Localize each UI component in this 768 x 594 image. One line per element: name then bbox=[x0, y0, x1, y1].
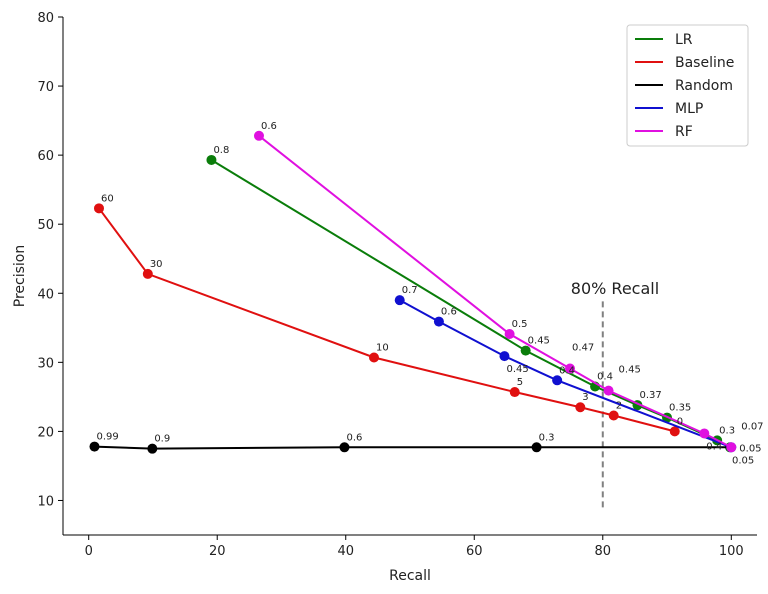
data-point bbox=[509, 387, 520, 398]
data-label: 5 bbox=[517, 377, 523, 388]
data-point bbox=[433, 316, 444, 327]
data-label: 0.05 bbox=[739, 443, 761, 454]
data-label: 0.6 bbox=[261, 121, 277, 132]
x-axis-label: Recall bbox=[389, 568, 431, 584]
data-label: 0.3 bbox=[719, 425, 735, 436]
data-point bbox=[89, 441, 100, 452]
data-label: 0.35 bbox=[669, 403, 691, 414]
data-point bbox=[339, 442, 350, 453]
y-tick-label: 70 bbox=[37, 80, 54, 95]
data-label: 0.6 bbox=[346, 432, 362, 443]
series-line-random bbox=[94, 445, 732, 450]
data-point bbox=[142, 268, 153, 279]
y-tick-label: 60 bbox=[37, 149, 54, 164]
y-tick-label: 20 bbox=[37, 425, 54, 440]
data-label: 30 bbox=[150, 259, 163, 270]
x-tick-label: 60 bbox=[466, 544, 483, 559]
data-point bbox=[147, 443, 158, 454]
data-label: 0.6 bbox=[441, 307, 457, 318]
data-label: 0.8 bbox=[213, 145, 229, 156]
data-point bbox=[369, 352, 380, 363]
x-tick-label: 0 bbox=[85, 544, 93, 559]
data-point bbox=[394, 295, 405, 306]
data-label: 0.45 bbox=[619, 365, 641, 376]
legend-label: Random bbox=[675, 78, 733, 94]
legend-label: RF bbox=[675, 124, 693, 140]
data-label: 0.37 bbox=[639, 390, 661, 401]
legend-label: Baseline bbox=[675, 55, 734, 71]
y-tick-label: 40 bbox=[37, 287, 54, 302]
data-label: 2 bbox=[616, 401, 622, 412]
data-point bbox=[575, 402, 586, 413]
y-tick-label: 50 bbox=[37, 218, 54, 233]
data-label: 3 bbox=[582, 392, 588, 403]
data-point bbox=[552, 375, 563, 386]
data-label: 0.47 bbox=[572, 343, 594, 354]
data-point bbox=[565, 363, 576, 374]
data-point bbox=[253, 130, 264, 141]
data-point bbox=[603, 385, 614, 396]
data-label: 0.5 bbox=[512, 319, 528, 330]
data-point bbox=[520, 345, 531, 356]
data-point bbox=[504, 329, 515, 340]
data-label: 0.4 bbox=[706, 441, 722, 452]
legend-label: LR bbox=[675, 32, 693, 48]
data-point bbox=[726, 442, 737, 453]
x-tick-label: 80 bbox=[595, 544, 612, 559]
y-tick-label: 30 bbox=[37, 356, 54, 371]
data-point bbox=[669, 426, 680, 437]
legend-label: MLP bbox=[675, 101, 703, 117]
x-tick-label: 40 bbox=[337, 544, 354, 559]
data-label: 0.3 bbox=[539, 432, 555, 443]
y-tick-label: 10 bbox=[37, 494, 54, 509]
data-label: 0.07 bbox=[741, 421, 763, 432]
x-tick-label: 20 bbox=[209, 544, 226, 559]
data-label: 0.7 bbox=[402, 285, 418, 296]
data-point bbox=[531, 442, 542, 453]
data-label: 0.4 bbox=[559, 365, 575, 376]
data-point bbox=[499, 351, 510, 362]
data-label: 0.45 bbox=[528, 336, 550, 347]
y-axis-label: Precision bbox=[12, 245, 28, 307]
data-label: 0.45 bbox=[506, 364, 528, 375]
data-point bbox=[608, 410, 619, 421]
legend bbox=[626, 24, 749, 147]
data-label: 0.9 bbox=[154, 434, 170, 445]
x-tick-label: 100 bbox=[719, 544, 744, 559]
data-point bbox=[93, 203, 104, 214]
data-label: 0 bbox=[677, 416, 683, 427]
recall-80-label: 80% Recall bbox=[571, 279, 659, 298]
data-point bbox=[699, 428, 710, 439]
data-label: 60 bbox=[101, 193, 114, 204]
data-label: 0.99 bbox=[96, 432, 118, 443]
data-label: 0.4 bbox=[597, 372, 613, 383]
series-line-rf bbox=[258, 135, 732, 449]
data-label: 10 bbox=[376, 342, 389, 353]
y-tick-label: 80 bbox=[37, 11, 54, 26]
data-label: 0.05 bbox=[732, 455, 754, 466]
data-point bbox=[206, 154, 217, 165]
